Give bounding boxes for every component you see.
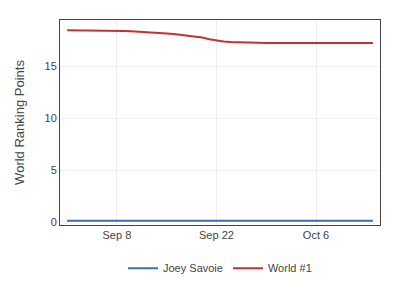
svg-text:0: 0 [51, 216, 57, 228]
svg-text:World #1: World #1 [268, 262, 312, 274]
svg-text:World Ranking Points: World Ranking Points [12, 60, 27, 185]
svg-text:15: 15 [45, 60, 57, 72]
svg-text:Joey Savoie: Joey Savoie [163, 262, 223, 274]
svg-text:Sep 8: Sep 8 [103, 229, 132, 241]
svg-text:Oct 6: Oct 6 [303, 229, 329, 241]
svg-text:5: 5 [51, 164, 57, 176]
svg-text:Sep 22: Sep 22 [199, 229, 234, 241]
svg-text:10: 10 [45, 112, 57, 124]
